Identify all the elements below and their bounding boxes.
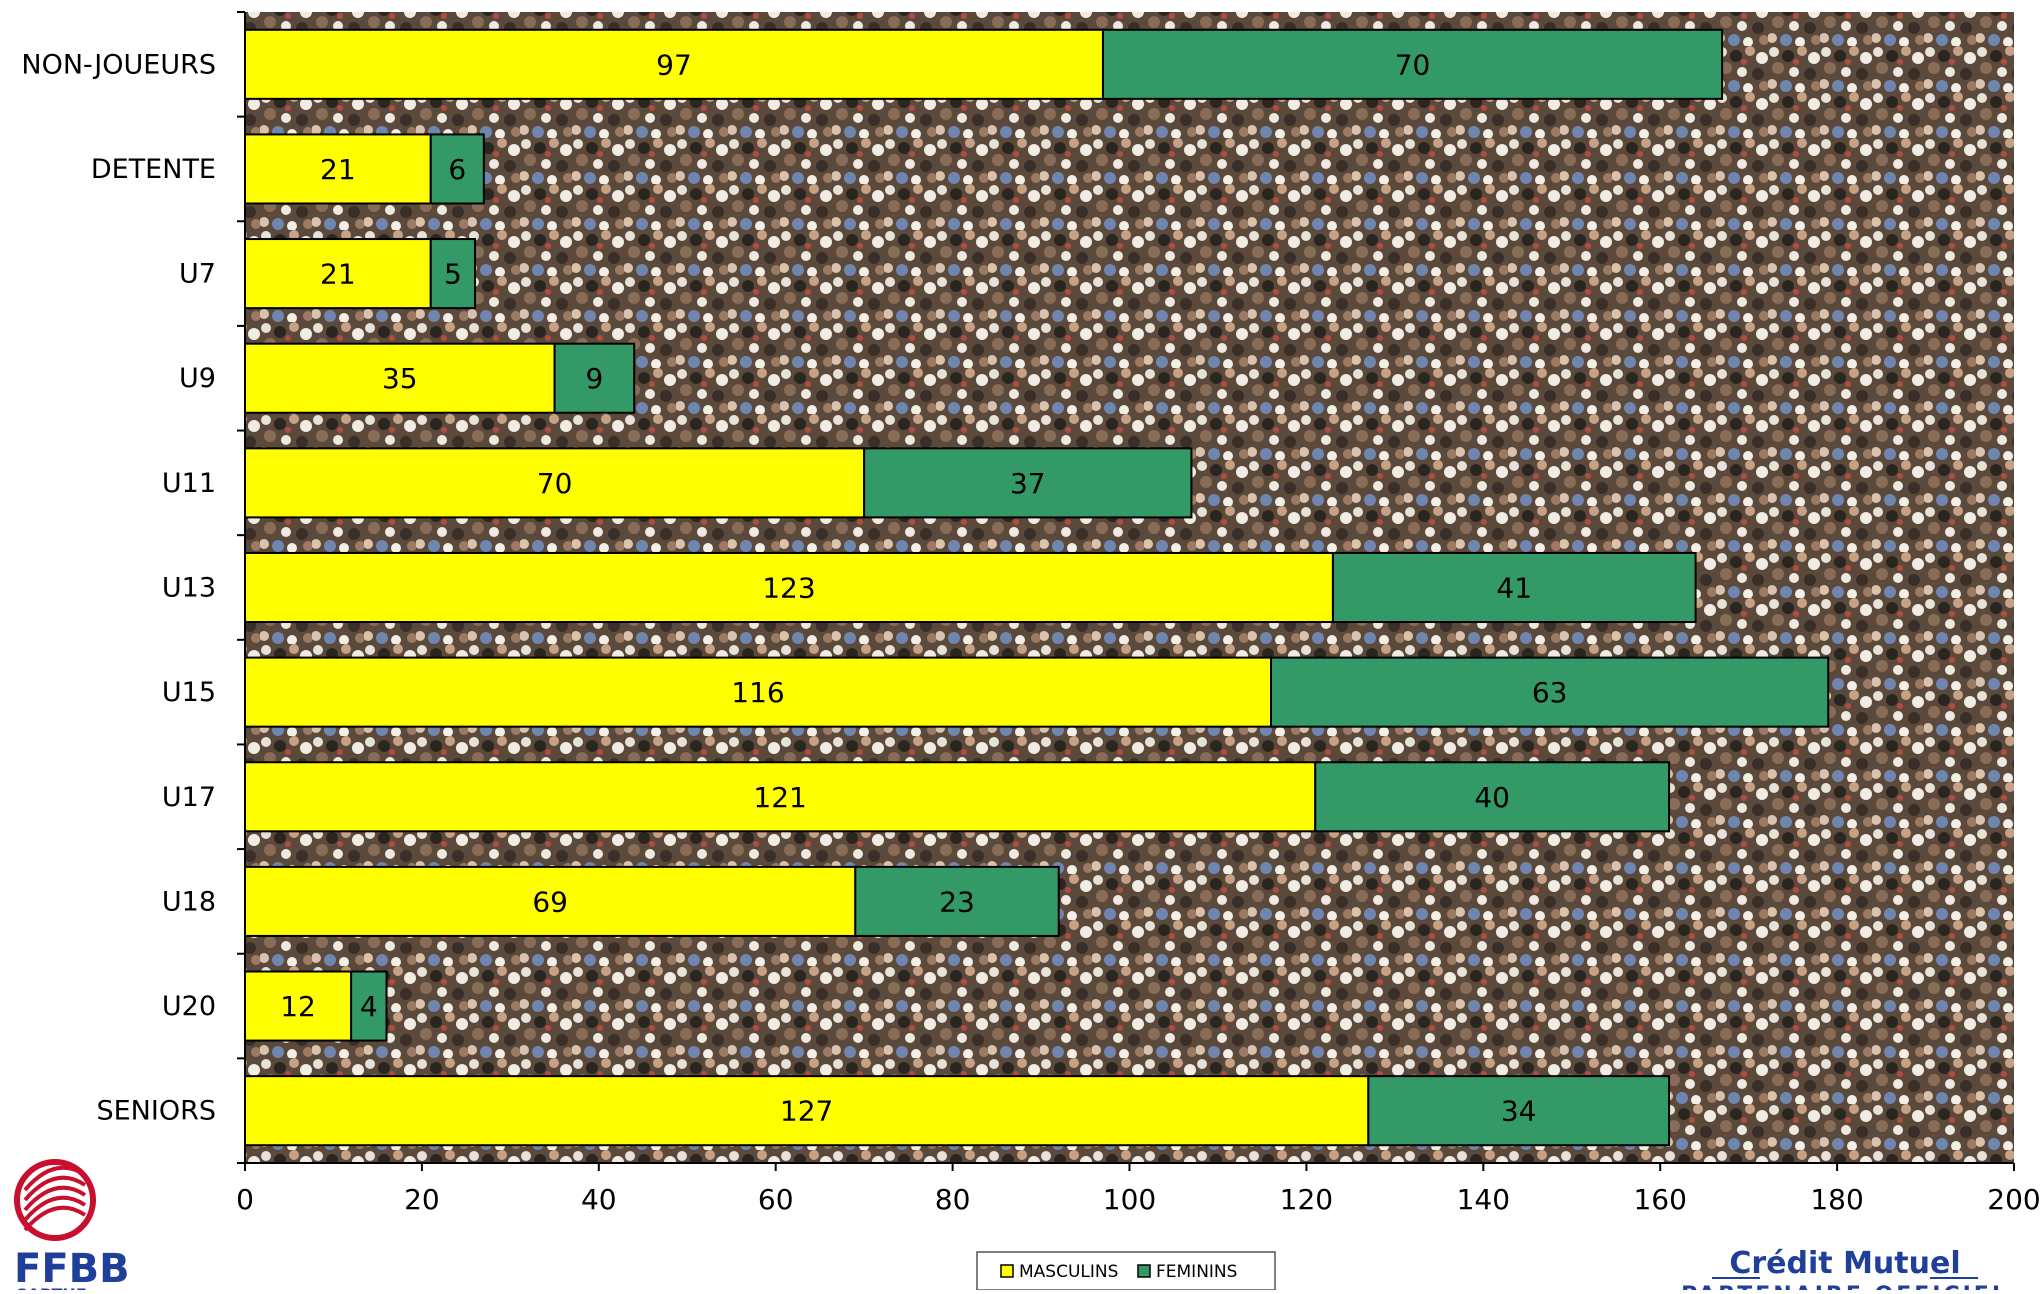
- bar-masculins-non-joueurs: [244, 28, 1104, 100]
- bar-masculins-u17: [244, 761, 1317, 833]
- category-label-u17: U17: [162, 782, 216, 813]
- x-tick-label: 140: [1457, 1183, 1510, 1216]
- category-label-seniors: SENIORS: [96, 1096, 216, 1127]
- x-tick-label: 80: [935, 1183, 971, 1216]
- category-label-non-joueurs: NON-JOUEURS: [21, 49, 216, 80]
- data-label-feminins-non-joueurs: 70: [1395, 48, 1431, 81]
- data-label-feminins-u13: 41: [1496, 572, 1532, 605]
- data-label-masculins-u9: 35: [382, 362, 418, 395]
- x-tick-label: 160: [1633, 1183, 1686, 1216]
- data-label-feminins-u11: 37: [1010, 467, 1046, 500]
- bar-feminins-non-joueurs: [1101, 28, 1724, 100]
- x-tick-label: 60: [758, 1183, 794, 1216]
- data-label-masculins-u17: 121: [753, 781, 806, 814]
- data-label-feminins-detente: 6: [448, 153, 466, 186]
- bar-feminins-u15: [1270, 656, 1830, 728]
- legend-swatch-masculins: [1000, 1264, 1014, 1278]
- category-label-detente: DETENTE: [91, 154, 216, 185]
- legend-box: [976, 1251, 1276, 1291]
- sponsor-tagline: PARTENAIRE OFFICIEL: [1681, 1283, 2009, 1290]
- bar-masculins-detente: [244, 133, 432, 205]
- category-label-u13: U13: [162, 573, 216, 604]
- bar-feminins-u20: [350, 970, 388, 1042]
- category-label-u18: U18: [162, 886, 216, 917]
- data-label-feminins-u7: 5: [444, 258, 462, 291]
- ffbb-emblem-stripe: [23, 1185, 87, 1212]
- x-tick-label: 180: [1810, 1183, 1863, 1216]
- legend-swatch-feminins: [1137, 1264, 1151, 1278]
- bar-masculins-u13: [244, 551, 1334, 624]
- bar-feminins-u13: [1331, 551, 1697, 624]
- bar-feminins-u9: [553, 342, 636, 414]
- data-label-feminins-u9: 9: [585, 362, 603, 395]
- ffbb-emblem-stripe: [23, 1175, 87, 1202]
- data-label-feminins-seniors: 34: [1501, 1095, 1537, 1128]
- x-tick-label: 100: [1103, 1183, 1156, 1216]
- bar-masculins-u7: [244, 238, 432, 310]
- data-label-masculins-detente: 21: [320, 153, 356, 186]
- ffbb-emblem-stripe: [23, 1165, 87, 1192]
- bar-feminins-u11: [863, 447, 1193, 519]
- bar-feminins-detente: [429, 133, 485, 205]
- data-label-feminins-u20: 4: [360, 990, 378, 1023]
- bar-masculins-u15: [244, 656, 1273, 728]
- category-label-u7: U7: [179, 259, 216, 290]
- data-label-feminins-u18: 23: [939, 885, 975, 918]
- legend-label-masculins: MASCULINS: [1019, 1262, 1118, 1282]
- category-label-u9: U9: [179, 363, 216, 394]
- category-label-u20: U20: [162, 991, 216, 1022]
- bar-feminins-u17: [1314, 761, 1671, 833]
- ffbb-emblem: [14, 1159, 96, 1241]
- data-label-masculins-u20: 12: [280, 990, 316, 1023]
- data-label-masculins-u7: 21: [320, 258, 356, 291]
- data-label-masculins-u15: 116: [731, 676, 784, 709]
- x-tick-label: 200: [1987, 1183, 2040, 1216]
- data-label-masculins-non-joueurs: 97: [656, 48, 692, 81]
- ffbb-emblem-stripe: [23, 1195, 87, 1222]
- bar-masculins-u18: [244, 865, 857, 937]
- legend-label-feminins: FEMININS: [1156, 1262, 1237, 1282]
- x-tick-label: 120: [1280, 1183, 1333, 1216]
- data-label-masculins-u11: 70: [537, 467, 573, 500]
- category-label-u11: U11: [162, 468, 216, 499]
- sponsor-name: Crédit Mutuel: [1729, 1246, 1960, 1281]
- data-label-masculins-seniors: 127: [780, 1095, 833, 1128]
- data-label-masculins-u13: 123: [762, 572, 815, 605]
- ffbb-logo-text: FFBB: [14, 1246, 130, 1290]
- bar-masculins-seniors: [244, 1075, 1370, 1147]
- category-label-u15: U15: [162, 677, 216, 708]
- ffbb-logo-subtext: SARTHE: [16, 1285, 87, 1290]
- bar-feminins-seniors: [1367, 1075, 1671, 1147]
- data-label-feminins-u15: 63: [1532, 676, 1568, 709]
- data-label-feminins-u17: 40: [1474, 781, 1510, 814]
- ffbb-emblem-stripe: [23, 1205, 87, 1232]
- x-tick-label: 20: [404, 1183, 440, 1216]
- x-tick-label: 40: [581, 1183, 617, 1216]
- x-tick-label: 0: [236, 1183, 254, 1216]
- bar-feminins-u18: [854, 865, 1060, 937]
- data-label-masculins-u18: 69: [532, 885, 568, 918]
- bar-feminins-u7: [429, 238, 476, 310]
